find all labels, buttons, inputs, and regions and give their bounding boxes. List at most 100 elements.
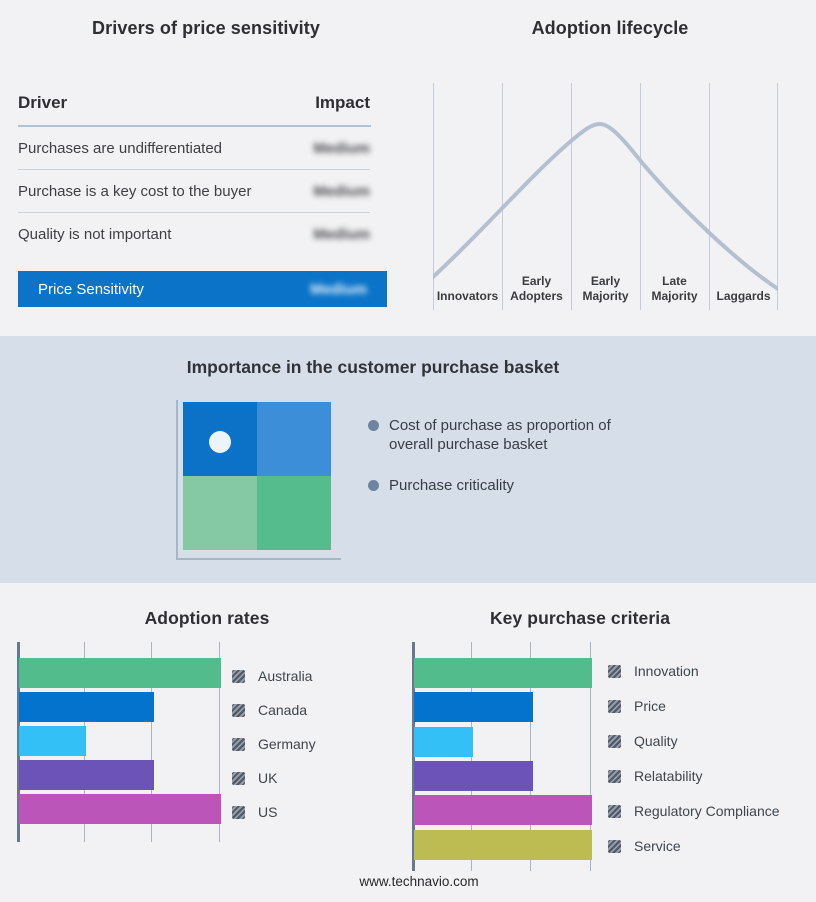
header-divider xyxy=(18,125,371,127)
lifecycle-gridlines xyxy=(433,83,778,310)
driver-cell: Purchase is a key cost to the buyer xyxy=(18,182,252,200)
hatched-swatch-icon xyxy=(232,805,245,819)
bar-uk xyxy=(19,760,154,790)
hatched-swatch-icon xyxy=(608,839,621,853)
purchase-basket-bullets: Cost of purchase as proportion of overal… xyxy=(368,416,618,495)
purchase-basket-title: Importance in the customer purchase bask… xyxy=(186,357,560,377)
legend-label: UK xyxy=(258,770,278,786)
gridline xyxy=(219,642,220,842)
bar-quality xyxy=(414,727,474,757)
quadrant-top-right xyxy=(257,402,331,476)
table-row: Purchases are undifferentiated Medium xyxy=(18,127,370,170)
quadrant-grid xyxy=(183,402,331,550)
stage-label-laggards: Laggards xyxy=(716,289,771,303)
gridline xyxy=(151,642,152,842)
bar-innovation xyxy=(414,658,592,688)
bar-us xyxy=(19,794,221,824)
key-purchase-criteria-title: Key purchase criteria xyxy=(489,608,671,628)
impact-cell-blurred: Medium xyxy=(313,226,370,243)
legend-item: Regulatory Compliance xyxy=(608,803,780,819)
hatched-swatch-icon xyxy=(232,737,245,751)
legend-item: Canada xyxy=(232,702,316,718)
impact-cell-blurred: Medium xyxy=(313,182,370,200)
quadrant-top-left xyxy=(183,402,257,476)
driver-cell: Quality is not important xyxy=(18,226,172,243)
key-purchase-criteria-plot xyxy=(412,642,592,871)
bar-canada xyxy=(19,692,154,722)
bar-germany xyxy=(19,726,87,756)
adoption-rates-legend: Australia Canada Germany UK US xyxy=(232,668,316,820)
legend-item: US xyxy=(232,804,316,820)
y-axis xyxy=(17,642,20,842)
impact-cell-blurred: Medium xyxy=(313,139,370,157)
quadrant-y-axis xyxy=(176,400,178,560)
gridline xyxy=(530,642,531,871)
hatched-swatch-icon xyxy=(608,769,621,783)
quadrant-bottom-right xyxy=(257,476,331,550)
drivers-panel-title: Drivers of price sensitivity xyxy=(92,18,320,38)
summary-label: Price Sensitivity xyxy=(38,280,144,298)
table-row: Quality is not important Medium xyxy=(18,213,370,256)
hatched-swatch-icon xyxy=(608,804,621,818)
bar-australia xyxy=(19,658,221,688)
scatter-point xyxy=(209,431,231,453)
legend-item: Price xyxy=(608,698,780,714)
legend-item: Relatability xyxy=(608,768,780,784)
table-row: Purchase is a key cost to the buyer Medi… xyxy=(18,170,370,213)
legend-label: Germany xyxy=(258,736,316,752)
legend-label: Regulatory Compliance xyxy=(634,803,780,819)
legend-item: Innovation xyxy=(608,663,780,679)
legend-item: Service xyxy=(608,838,780,854)
bar-regulatory-compliance xyxy=(414,795,592,825)
purchase-basket-band: Importance in the customer purchase bask… xyxy=(0,336,816,583)
stage-label-early-majority: Early Majority xyxy=(582,274,629,303)
hatched-swatch-icon xyxy=(232,703,245,717)
legend-item: UK xyxy=(232,770,316,786)
adoption-rates-plot xyxy=(17,642,221,842)
y-axis xyxy=(412,642,415,871)
hatched-swatch-icon xyxy=(232,771,245,785)
stage-label-late-majority: Late Majority xyxy=(651,274,698,303)
legend-item: Germany xyxy=(232,736,316,752)
legend-label: Service xyxy=(634,838,681,854)
legend-label: Quality xyxy=(634,733,678,749)
legend-label: Canada xyxy=(258,702,308,718)
driver-cell: Purchases are undifferentiated xyxy=(18,139,223,157)
lifecycle-stage-labels: Innovators Early Adopters Early Majority… xyxy=(433,252,778,306)
hatched-swatch-icon xyxy=(232,669,245,683)
lifecycle-curve-chart xyxy=(433,83,778,310)
legend-label: Australia xyxy=(258,668,313,684)
legend-label: Innovation xyxy=(634,663,699,679)
legend-item: Quality xyxy=(608,733,780,749)
stage-label-early-adopters: Early Adopters xyxy=(510,274,563,303)
legend-item: Australia xyxy=(232,668,316,684)
key-purchase-criteria-legend: Innovation Price Quality Relatability Re… xyxy=(608,663,780,854)
column-header-impact: Impact xyxy=(315,93,370,112)
hatched-swatch-icon xyxy=(608,664,621,678)
price-sensitivity-summary-row: Price Sensitivity Medium xyxy=(18,271,387,307)
legend-label: Price xyxy=(634,698,666,714)
bullet-item: Cost of purchase as proportion of overal… xyxy=(368,416,618,454)
table-body: Purchases are undifferentiated Medium Pu… xyxy=(18,127,370,256)
hatched-swatch-icon xyxy=(608,734,621,748)
lifecycle-title: Adoption lifecycle xyxy=(531,18,689,38)
bullet-item: Purchase criticality xyxy=(368,476,618,495)
summary-impact-blurred: Medium xyxy=(310,280,367,298)
hatched-swatch-icon xyxy=(608,699,621,713)
table-header: Driver Impact xyxy=(18,93,370,113)
legend-label: US xyxy=(258,804,278,820)
legend-label: Relatability xyxy=(634,768,703,784)
adoption-rates-title: Adoption rates xyxy=(144,608,270,628)
bar-price xyxy=(414,692,533,722)
quadrant-chart xyxy=(176,400,342,562)
bell-curve xyxy=(433,121,778,291)
bar-service xyxy=(414,830,592,860)
bar-relatability xyxy=(414,761,533,791)
quadrant-bottom-left xyxy=(183,476,257,550)
gridline xyxy=(590,642,591,871)
column-header-driver: Driver xyxy=(18,93,68,112)
stage-label-innovators: Innovators xyxy=(436,289,499,303)
quadrant-x-axis xyxy=(176,558,341,560)
footer-url: www.technavio.com xyxy=(359,874,479,889)
